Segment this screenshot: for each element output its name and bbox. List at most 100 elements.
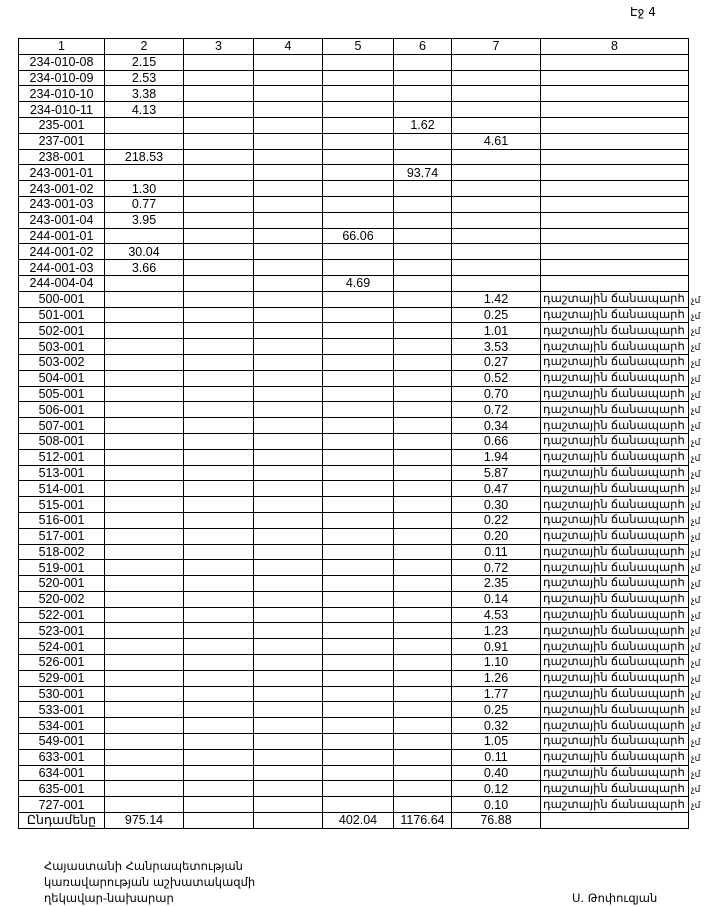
table-row: 519-001 0.72 դաշտային ճանապարհ չմ <box>18 559 700 577</box>
table-cell <box>393 195 452 213</box>
table-cell: 237-001 <box>18 132 105 150</box>
table-cell: 727-001 <box>18 796 105 814</box>
table-cell <box>183 606 254 624</box>
table-cell: 0.20 <box>451 527 541 545</box>
table-cell: 0.11 <box>451 748 541 766</box>
overflow-text: չմ <box>691 357 701 368</box>
table-cell: 518-002 <box>18 543 105 561</box>
table-row: 238-001 218.53 <box>18 148 689 166</box>
table-row: 520-002 0.14 դաշտային ճանապարհ չմ <box>18 590 700 608</box>
table-cell <box>104 369 184 387</box>
table-cell: 1.26 <box>451 669 541 687</box>
table-cell: դաշտային ճանապարհ չմ <box>540 527 700 545</box>
table-cell <box>322 101 394 118</box>
table-cell: 1.01 <box>451 322 541 340</box>
table-cell <box>253 432 323 450</box>
table-cell <box>393 496 452 513</box>
table-cell <box>393 638 452 656</box>
cell-text: դաշտային ճանապարհ <box>543 577 685 590</box>
table-cell: 529-001 <box>18 669 105 687</box>
table-row: 244-004-04 4.69 <box>18 274 689 292</box>
table-cell <box>322 701 394 719</box>
cell-text: դաշտային ճանապարհ <box>543 767 685 780</box>
table-cell <box>540 116 689 134</box>
table-cell <box>322 796 394 814</box>
table-cell: 243-001-04 <box>18 211 105 229</box>
table-cell <box>253 243 323 261</box>
table-cell: 0.10 <box>451 796 541 814</box>
table-cell <box>322 85 394 103</box>
table-row: 524-001 0.91 դաշտային ճանապարհ չմ <box>18 638 700 656</box>
table-cell <box>104 480 184 498</box>
table-cell <box>253 559 323 577</box>
table-cell <box>183 654 254 671</box>
total-cell: 975.14 <box>104 812 184 829</box>
table-cell <box>253 353 323 371</box>
table-cell <box>322 180 394 197</box>
table-cell <box>393 654 452 671</box>
overflow-text: չմ <box>691 342 701 353</box>
cell-text: դաշտային ճանապարհ <box>543 356 685 369</box>
table-cell <box>104 622 184 640</box>
table-cell <box>104 733 184 750</box>
table-cell <box>322 543 394 561</box>
table-cell <box>253 322 323 340</box>
table-cell <box>322 464 394 482</box>
table-cell: 93.74 <box>393 164 452 182</box>
table-cell <box>183 338 254 355</box>
table-cell <box>253 338 323 355</box>
table-cell: 530-001 <box>18 685 105 703</box>
overflow-text: չմ <box>691 800 701 811</box>
table-cell <box>393 306 452 324</box>
total-cell <box>183 812 254 829</box>
table-cell <box>183 211 254 229</box>
table-row: 508-001 0.66 դաշտային ճանապարհ չմ <box>18 432 700 450</box>
table-row: 235-001 1.62 <box>18 116 689 134</box>
table-cell <box>393 369 452 387</box>
table-cell <box>322 417 394 434</box>
table-cell: 501-001 <box>18 306 105 324</box>
table-cell <box>253 622 323 640</box>
table-row: 243-001-04 3.95 <box>18 211 689 229</box>
table-cell: դաշտային ճանապարհ չմ <box>540 638 700 656</box>
table-row: 500-001 1.42 դաշտային ճանապարհ չմ <box>18 290 700 308</box>
table-row: 503-001 3.53 դաշտային ճանապարհ չմ <box>18 338 700 355</box>
table-cell <box>253 401 323 419</box>
table-cell <box>183 369 254 387</box>
table-cell: 244-001-01 <box>18 227 105 245</box>
table-cell: 523-001 <box>18 622 105 640</box>
table-cell <box>322 717 394 735</box>
table-row: 533-001 0.25 դաշտային ճանապարհ չմ <box>18 701 700 719</box>
position-line: ղեկավար-նախարար <box>44 891 174 905</box>
table-cell: 1.23 <box>451 622 541 640</box>
table-cell: 0.40 <box>451 764 541 782</box>
table-cell <box>104 496 184 513</box>
position-line: կառավարության աշխատակազմի <box>44 875 256 889</box>
table-cell: 1.05 <box>451 733 541 750</box>
table-cell <box>183 559 254 577</box>
table-cell <box>393 132 452 150</box>
table-cell <box>393 669 452 687</box>
table-cell: դաշտային ճանապարհ չմ <box>540 764 700 782</box>
table-row: 530-001 1.77 դաշտային ճանապարհ չմ <box>18 685 700 703</box>
table-cell <box>393 559 452 577</box>
table-cell <box>253 748 323 766</box>
table-cell <box>451 243 541 261</box>
table-cell <box>183 353 254 371</box>
table-cell <box>104 227 184 245</box>
table-cell <box>393 527 452 545</box>
table-cell <box>104 527 184 545</box>
cell-text: դաշտային ճանապարհ <box>543 688 685 701</box>
table-cell: 1.62 <box>393 116 452 134</box>
table-cell: 3.66 <box>104 259 184 276</box>
table-cell <box>104 796 184 814</box>
table-cell <box>393 780 452 798</box>
table-cell <box>393 417 452 434</box>
table-cell <box>253 496 323 513</box>
table-cell: 1.42 <box>451 290 541 308</box>
table-cell <box>451 195 541 213</box>
table-cell <box>253 764 323 782</box>
table-cell <box>393 353 452 371</box>
cell-text: դաշտային ճանապարհ <box>543 340 685 353</box>
table-cell <box>322 654 394 671</box>
